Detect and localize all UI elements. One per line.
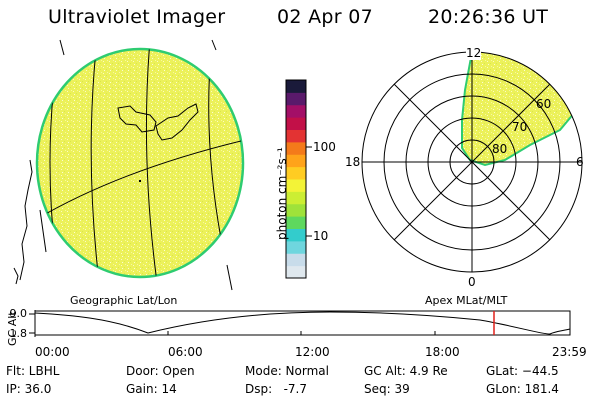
date-label: 02 Apr 07 <box>277 6 374 28</box>
colorbar-segment <box>286 154 306 168</box>
ip-info: IP: 36.0 <box>6 382 52 396</box>
colorbar-segment <box>286 253 306 267</box>
colorbar-segment <box>286 117 306 130</box>
seq-info: Seq: 39 <box>364 382 410 396</box>
colorbar-segment <box>286 166 306 180</box>
gc-alt-info: GC Alt: 4.9 Re <box>364 364 448 378</box>
x-tick-2: 12:00 <box>295 345 330 359</box>
colorbar-segment <box>286 179 306 192</box>
colorbar-segment <box>286 265 306 279</box>
gain-info: Gain: 14 <box>126 382 177 396</box>
geo-panel-label: Geographic Lat/Lon <box>70 294 178 307</box>
x-tick-3: 18:00 <box>425 345 460 359</box>
altitude-ymax: 9.0 <box>9 307 28 320</box>
colorbar-tick-100: 100 <box>313 140 336 154</box>
polar-plot <box>361 51 583 273</box>
filter-info: Flt: LBHL <box>6 364 60 378</box>
mlt-6-label: 6 <box>576 155 584 169</box>
x-tick-4: 23:59 <box>552 345 587 359</box>
colorbar-segment <box>286 80 306 93</box>
mlt-18-label: 18 <box>345 155 361 169</box>
mlt-12-label: 12 <box>466 46 482 60</box>
earth-disk <box>13 39 245 291</box>
mlt-0-label: 0 <box>468 275 476 289</box>
altitude-ymin: 1.8 <box>9 327 28 340</box>
colorbar-segment <box>286 92 306 106</box>
colorbar-segment <box>286 129 306 143</box>
x-tick-1: 06:00 <box>168 345 203 359</box>
colorbar-segment <box>286 203 306 217</box>
colorbar-segment <box>286 240 306 254</box>
mlat-70-label: 70 <box>512 120 528 134</box>
colorbar-segment <box>286 216 306 229</box>
mode-info: Mode: Normal <box>245 364 329 378</box>
mlat-60-label: 60 <box>536 97 552 111</box>
colorbar-segment <box>286 191 306 205</box>
colorbar-unit-label: photon cm⁻²s⁻¹ <box>275 147 289 240</box>
altitude-plot <box>29 310 571 337</box>
mlat-80-label: 80 <box>492 142 508 156</box>
colorbar-frame <box>285 79 307 279</box>
glon-info: GLon: 181.4 <box>486 382 559 396</box>
door-info: Door: Open <box>126 364 195 378</box>
page-title: Ultraviolet Imager <box>48 6 226 28</box>
time-label: 20:26:36 UT <box>428 6 549 28</box>
colorbar-segment <box>286 141 306 155</box>
colorbar <box>286 80 306 279</box>
x-tick-0: 00:00 <box>35 345 70 359</box>
colorbar-segment <box>286 228 306 242</box>
colorbar-segment <box>286 104 306 118</box>
polar-panel-label: Apex MLat/MLT <box>425 294 508 307</box>
colorbar-tick-10: 10 <box>313 229 329 243</box>
dsp-info: Dsp: -7.7 <box>245 382 308 396</box>
glat-info: GLat: −44.5 <box>486 364 559 378</box>
